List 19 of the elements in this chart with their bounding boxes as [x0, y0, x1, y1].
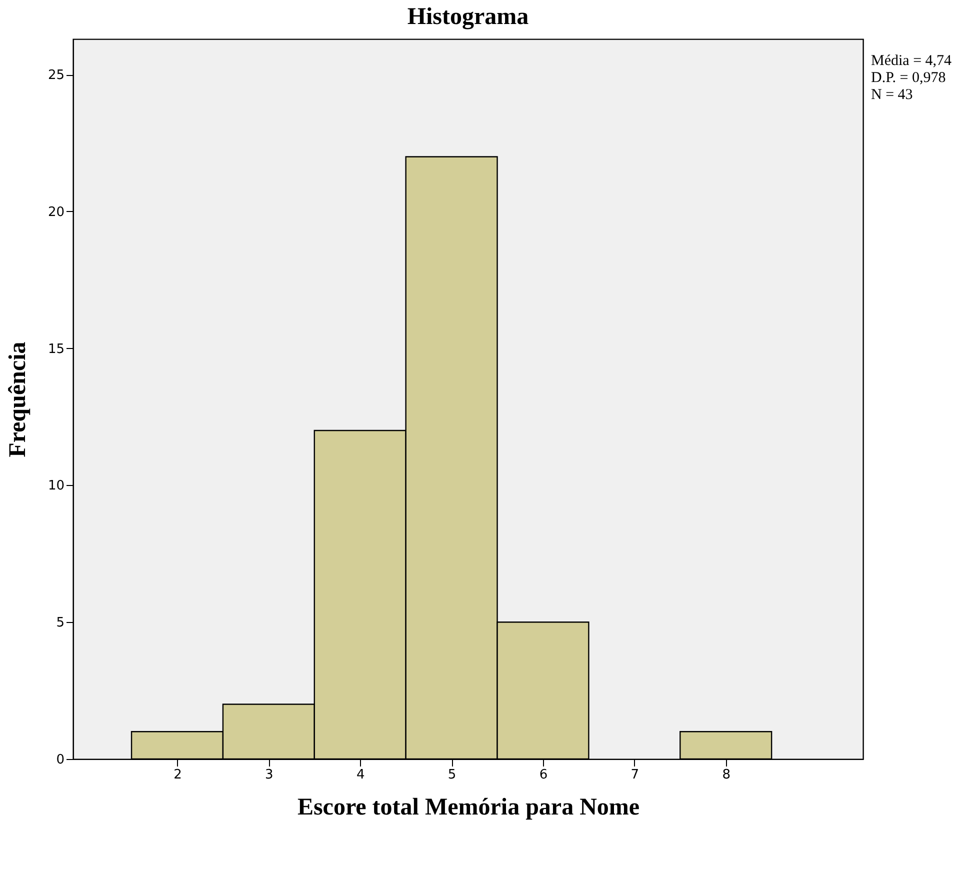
- y-tick-label: 15: [48, 342, 64, 357]
- x-axis-title: Escore total Memória para Nome: [297, 794, 640, 820]
- x-tick-label: 5: [448, 768, 456, 782]
- x-tick-label: 2: [174, 768, 182, 782]
- y-tick-label: 20: [48, 204, 64, 220]
- x-tick-label: 3: [265, 768, 274, 782]
- y-axis-title: Frequência: [4, 342, 31, 458]
- x-tick-label: 7: [630, 768, 640, 782]
- x-tick-label: 6: [539, 768, 548, 782]
- x-tick-label: 4: [356, 768, 365, 782]
- y-tick-label: 5: [56, 616, 64, 631]
- text: Média = 4,74: [871, 53, 952, 69]
- y-tick-label: 10: [48, 478, 64, 494]
- y-tick-label: 25: [48, 68, 64, 84]
- x-tick-label: 8: [722, 768, 730, 782]
- text: D.P. = 0,978: [871, 70, 946, 86]
- text: N = 43: [871, 87, 913, 103]
- y-tick-label: 0: [56, 752, 64, 768]
- chart-title: Histograma: [407, 4, 529, 30]
